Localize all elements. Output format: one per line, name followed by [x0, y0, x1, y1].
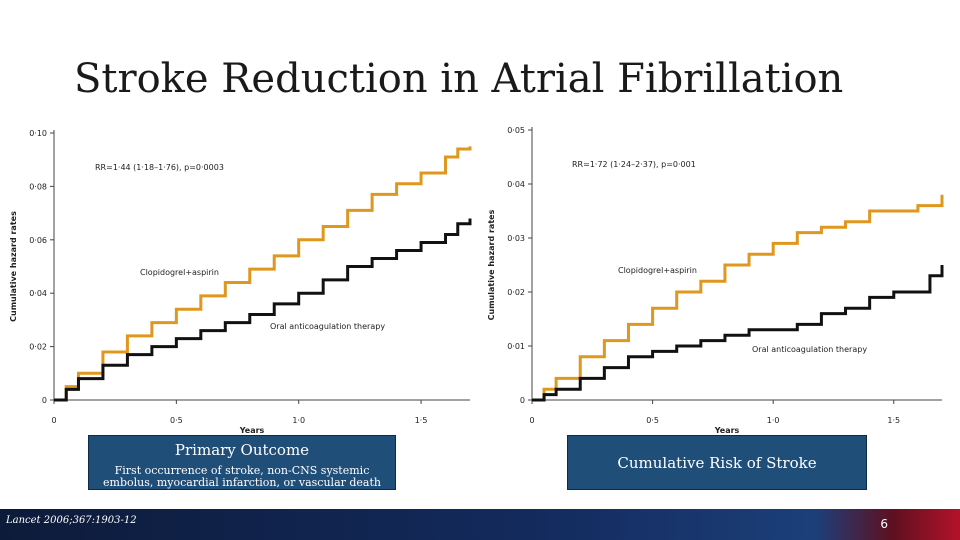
x-axis-title: Years — [239, 426, 265, 435]
series-line-clopidogrel — [532, 194, 944, 402]
x-tick-label: 1·5 — [415, 416, 428, 425]
stats-annotation: RR=1·44 (1·18–1·76), p=0·0003 — [95, 163, 224, 172]
y-tick-label: 0·10 — [29, 129, 47, 138]
series-line-anticoagulation — [54, 218, 472, 402]
footer-bar: Lancet 2006;367:1903-12 6 — [0, 509, 960, 540]
y-tick-label: 0 — [520, 396, 525, 405]
x-tick-label: 1·5 — [887, 416, 900, 425]
stats-annotation: RR=1·72 (1·24–2·37), p=0·001 — [572, 160, 696, 169]
x-tick-label: 0·5 — [170, 416, 183, 425]
series-line-clopidogrel — [54, 146, 472, 402]
series-label: Clopidogrel+aspirin — [140, 268, 219, 277]
y-tick-label: 0 — [42, 396, 47, 405]
x-tick-label: 0 — [529, 416, 534, 425]
y-tick-label: 0·05 — [507, 126, 525, 135]
caption-title: Primary Outcome — [174, 441, 310, 459]
series-label: Oral anticoagulation therapy — [752, 345, 867, 354]
stroke-risk-chart: 0 0·01 0·02 0·03 0·04 0·05 0 0·5 1·0 1·5 Years Cumu… — [487, 126, 944, 435]
y-tick-label: 0·04 — [507, 180, 525, 189]
primary-outcome-chart: 0 0·02 0·04 0·06 0·08 0·10 0 0·5 1·0 1·5 Years Cumu… — [9, 129, 472, 435]
x-tick-label: 0·5 — [646, 416, 659, 425]
page-number: 6 — [880, 517, 888, 531]
caption-subtitle: First occurrence of stroke, non-CNS syst… — [103, 464, 381, 489]
series-line-anticoagulation — [532, 265, 944, 402]
y-tick-label: 0·03 — [507, 234, 525, 243]
y-axis-title: Cumulative hazard rates — [487, 209, 496, 320]
y-tick-label: 0·01 — [507, 342, 525, 351]
primary-outcome-caption: Primary Outcome First occurrence of stro… — [88, 435, 396, 490]
y-tick-label: 0·02 — [507, 288, 525, 297]
y-tick-label: 0·08 — [29, 182, 47, 191]
y-tick-label: 0·04 — [29, 289, 47, 298]
y-axis-title: Cumulative hazard rates — [9, 211, 18, 322]
x-axis-title: Years — [714, 426, 740, 435]
series-label: Clopidogrel+aspirin — [618, 266, 697, 275]
x-tick-label: 1·0 — [767, 416, 780, 425]
slide-title: Stroke Reduction in Atrial Fibrillation — [74, 56, 844, 102]
x-tick-label: 1·0 — [292, 416, 305, 425]
reference-citation: Lancet 2006;367:1903-12 — [6, 515, 137, 526]
series-label: Oral anticoagulation therapy — [270, 322, 385, 331]
y-tick-label: 0·06 — [29, 236, 47, 245]
caption-title: Cumulative Risk of Stroke — [617, 454, 817, 472]
stroke-risk-caption: Cumulative Risk of Stroke — [567, 435, 867, 490]
y-tick-label: 0·02 — [29, 343, 47, 352]
x-tick-label: 0 — [51, 416, 56, 425]
